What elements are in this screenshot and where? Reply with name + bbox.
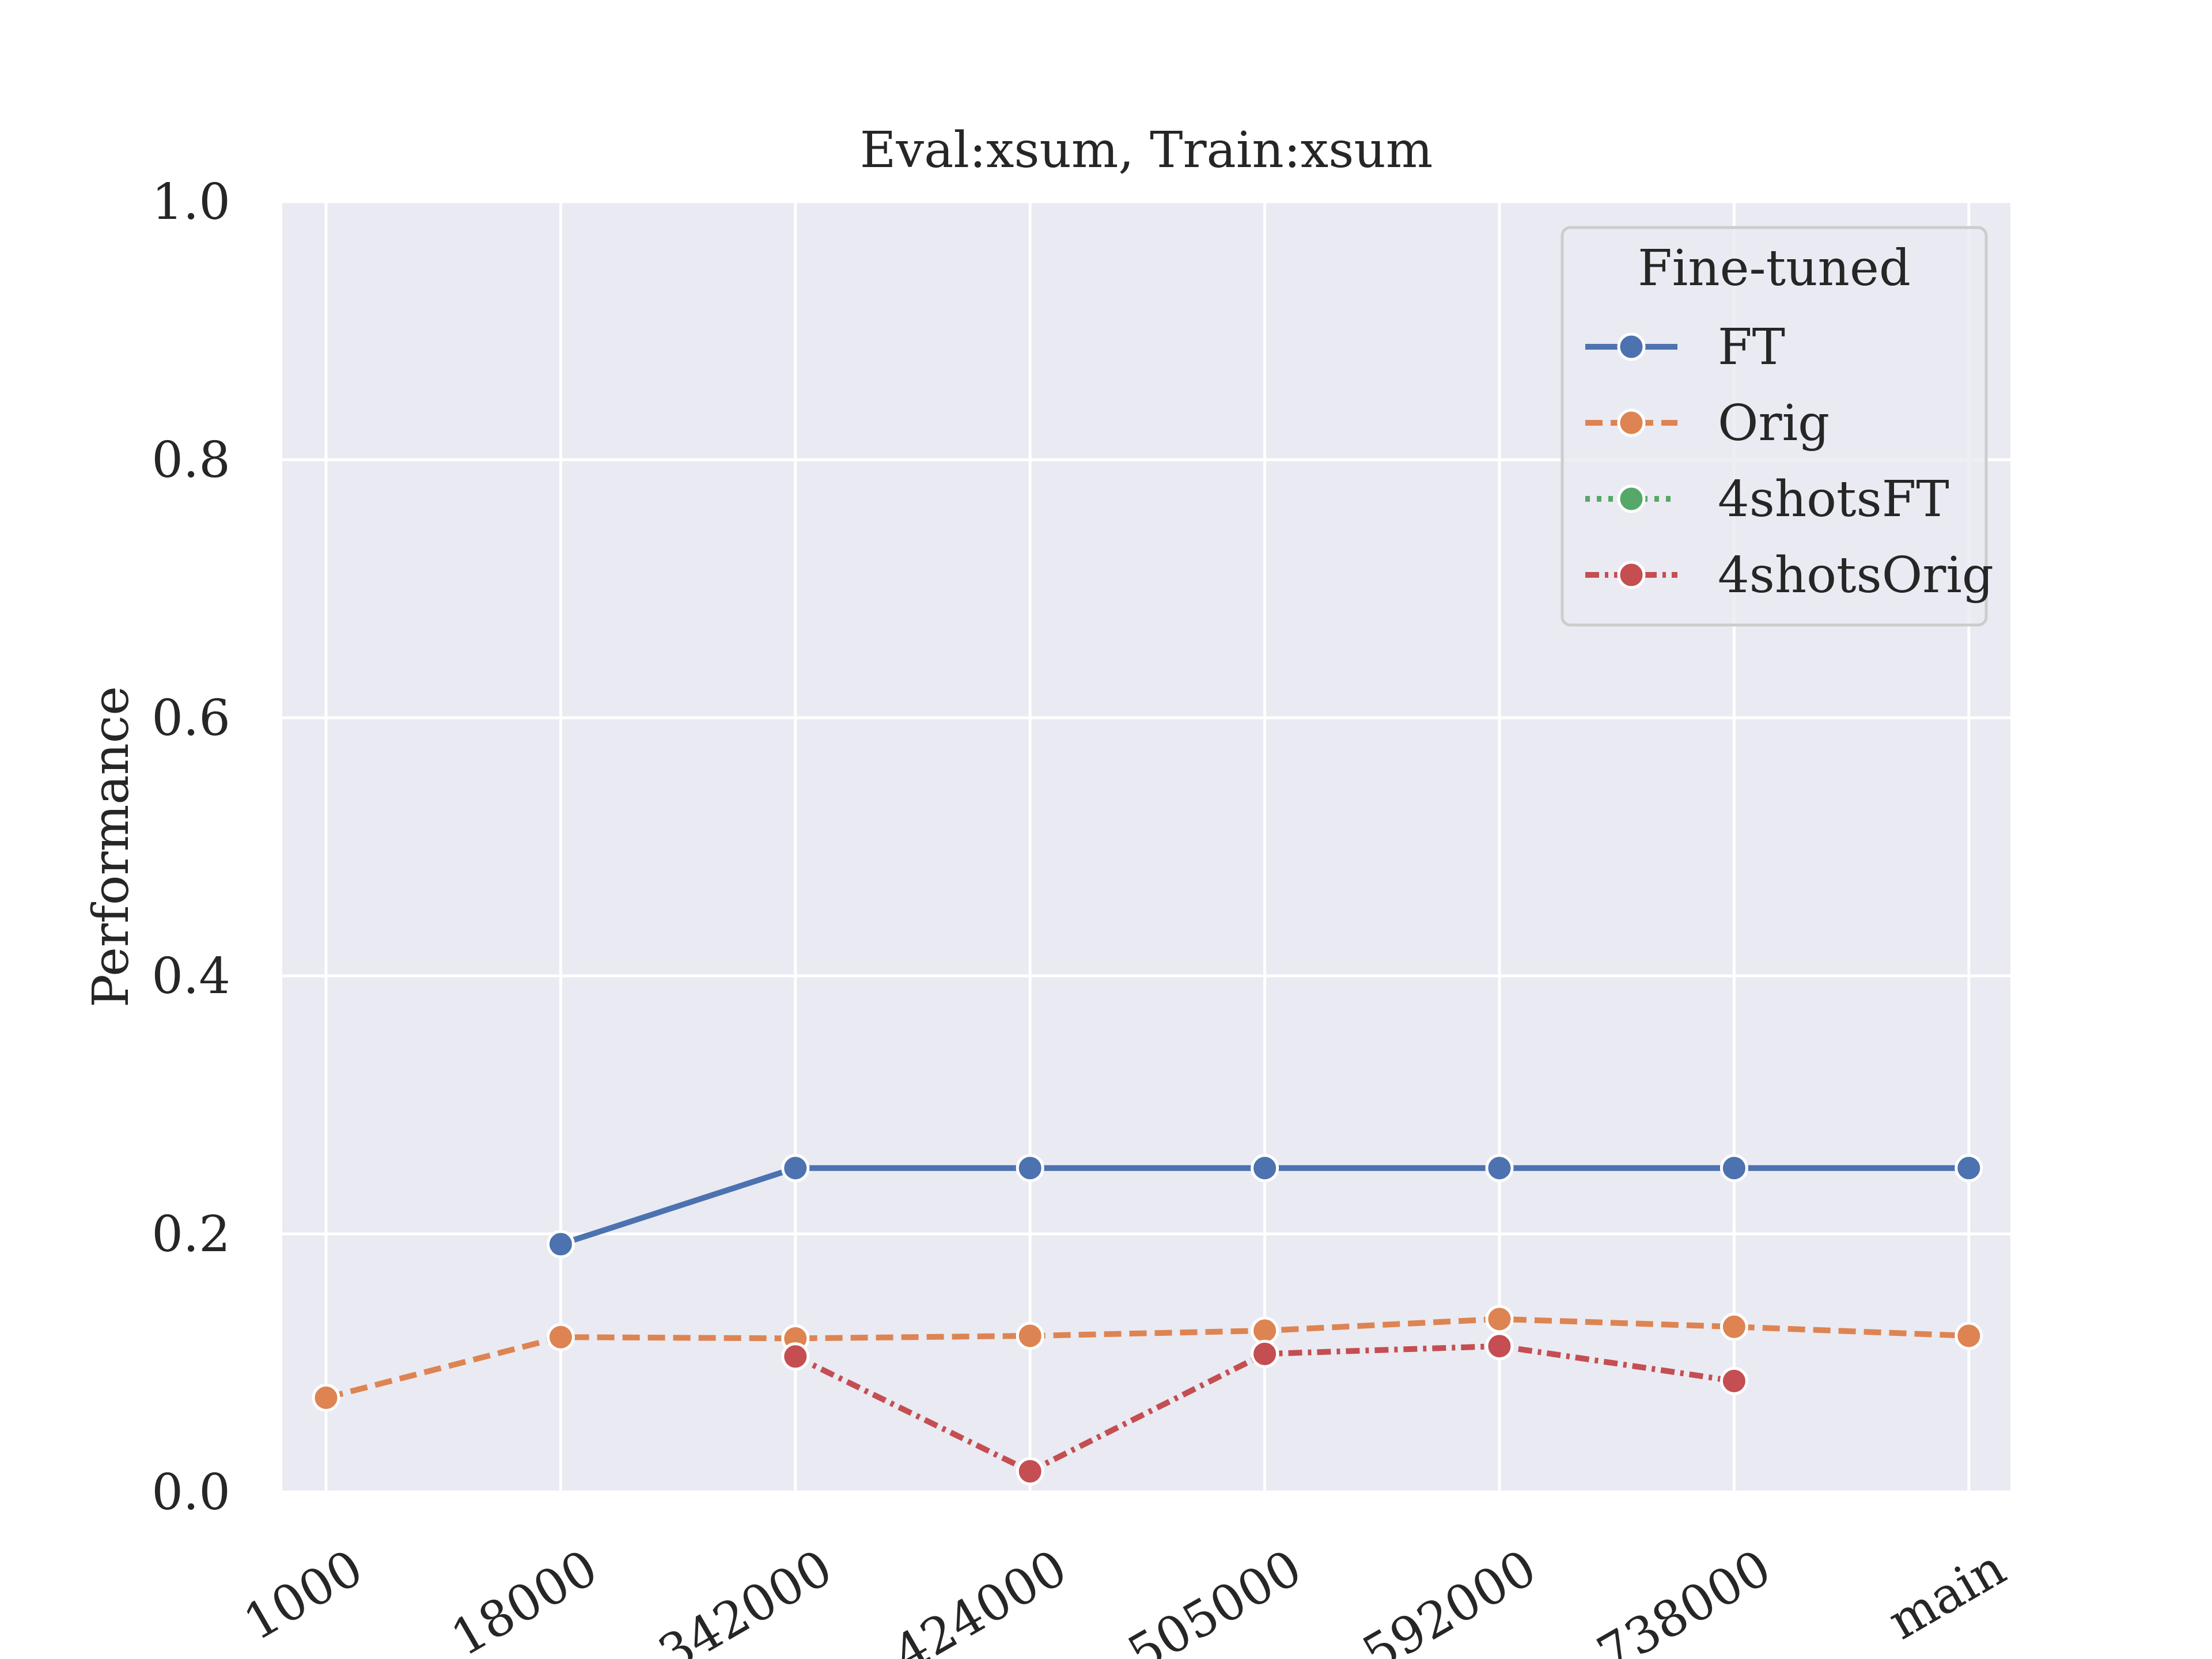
data-point xyxy=(1016,1321,1044,1350)
data-point xyxy=(1719,1366,1748,1395)
x-tick-label: 1000 xyxy=(234,1539,373,1652)
x-tick-label: 738000 xyxy=(1588,1539,1781,1659)
legend-label: 4shotsFT xyxy=(1718,471,1949,528)
legend-box xyxy=(1560,226,1988,627)
y-tick-label: 0.0 xyxy=(151,1464,230,1521)
x-tick-label: 342000 xyxy=(649,1539,842,1659)
x-tick-label: 592000 xyxy=(1353,1539,1546,1659)
series-4shotsOrig xyxy=(781,1332,1748,1486)
data-point xyxy=(312,1383,340,1412)
data-point xyxy=(1719,1312,1748,1341)
series-layer xyxy=(312,1154,1983,1486)
data-point xyxy=(1016,1154,1044,1183)
y-tick-label: 0.4 xyxy=(151,948,230,1005)
y-tick-label: 1.0 xyxy=(151,173,230,231)
data-point xyxy=(1955,1321,1983,1350)
data-point xyxy=(1485,1332,1514,1361)
legend-marker xyxy=(1617,332,1646,361)
x-tick-label: 424000 xyxy=(884,1539,1076,1659)
legend-marker xyxy=(1617,484,1646,513)
x-tick-label: 18000 xyxy=(442,1539,607,1659)
series-FT xyxy=(546,1154,1983,1259)
data-point xyxy=(1955,1154,1983,1183)
data-point xyxy=(546,1323,575,1351)
series-line xyxy=(325,1316,1969,1401)
legend-label: FT xyxy=(1718,319,1785,376)
y-tick-label: 0.2 xyxy=(151,1206,230,1263)
data-point xyxy=(1251,1316,1279,1345)
x-tick-label: 505000 xyxy=(1119,1539,1311,1659)
legend-label: Orig xyxy=(1718,395,1830,452)
legend-marker xyxy=(1617,560,1646,589)
y-tick-label: 0.8 xyxy=(151,431,230,489)
y-axis-label: Performance xyxy=(82,686,140,1007)
legend-entry-Orig: Orig xyxy=(1585,395,1830,452)
data-point xyxy=(1251,1339,1279,1368)
legend: Fine-tuned FT Orig 4shotsFT 4shotsOrig xyxy=(1560,226,1994,627)
data-point xyxy=(1485,1305,1514,1334)
legend-title: Fine-tuned xyxy=(1638,240,1911,297)
chart-title: Eval:xsum, Train:xsum xyxy=(860,122,1433,179)
legend-label: 4shotsOrig xyxy=(1718,547,1994,604)
legend-entry-4shotsFT: 4shotsFT xyxy=(1585,471,1949,528)
data-point xyxy=(781,1342,810,1371)
x-tick-label: main xyxy=(1878,1539,2015,1651)
data-point xyxy=(1016,1457,1044,1486)
data-point xyxy=(1251,1154,1279,1183)
data-point xyxy=(781,1154,810,1183)
data-point xyxy=(1485,1154,1514,1183)
legend-marker xyxy=(1617,408,1646,437)
data-point xyxy=(546,1230,575,1259)
legend-entry-FT: FT xyxy=(1585,319,1785,376)
data-point xyxy=(1719,1154,1748,1183)
legend-entry-4shotsOrig: 4shotsOrig xyxy=(1585,547,1994,604)
y-tick-label: 0.6 xyxy=(151,690,230,747)
